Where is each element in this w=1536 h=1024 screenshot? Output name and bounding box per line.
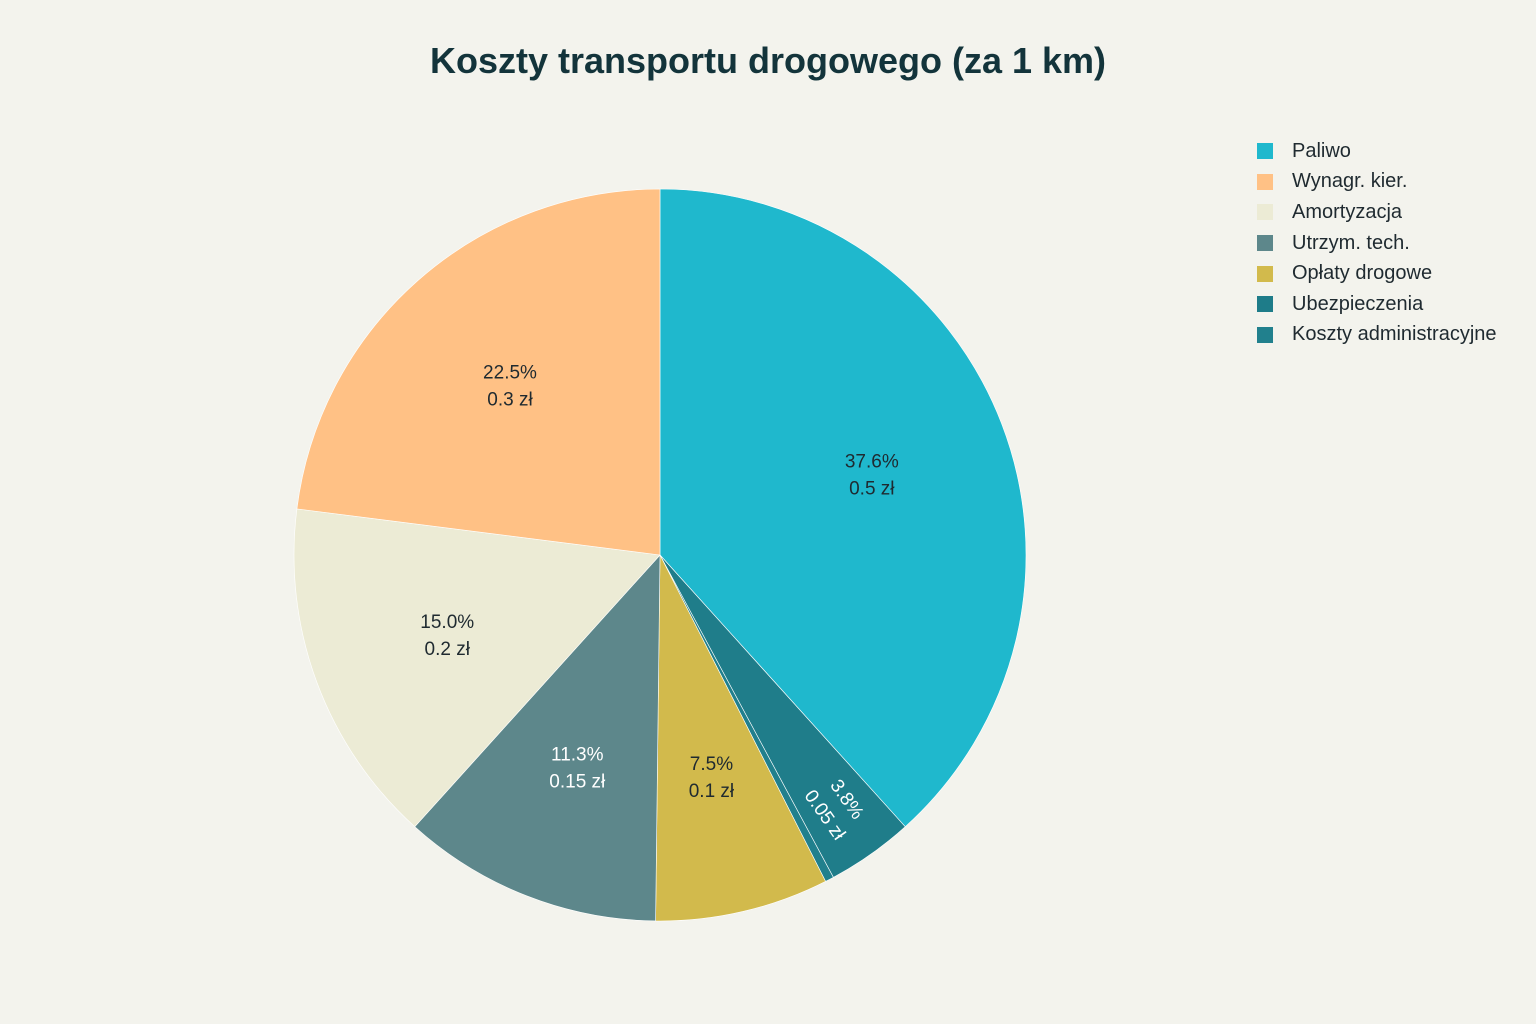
chart-legend: Paliwo Wynagr. kier. Amortyzacja Utrzym. te… bbox=[1257, 136, 1532, 350]
legend-swatch bbox=[1257, 265, 1273, 282]
slice-label-utrzym-tech-: 11.3% 0.15 zł bbox=[549, 744, 606, 792]
legend-label: Amortyzacja bbox=[1292, 200, 1403, 223]
slice-percent-label: 37.6% bbox=[845, 452, 899, 473]
slice-label-wynagr-kier-: 22.5% 0.3 zł bbox=[483, 363, 537, 411]
legend-label: Paliwo bbox=[1292, 139, 1351, 162]
slice-percent-label: 22.5% bbox=[483, 363, 537, 384]
legend-swatch bbox=[1257, 204, 1273, 221]
legend-label: Opłaty drogowe bbox=[1292, 262, 1433, 285]
slice-label-paliwo: 37.6% 0.5 zł bbox=[845, 452, 899, 500]
legend-swatch bbox=[1257, 235, 1273, 252]
slice-percent-label: 15.0% bbox=[420, 612, 474, 633]
pie-slice-wynagr-kier- bbox=[296, 188, 661, 556]
slice-value-label: 0.1 zł bbox=[689, 781, 735, 802]
pie-slice-utrzym-tech- bbox=[414, 554, 661, 922]
legend-swatch bbox=[1257, 143, 1273, 160]
legend-item[interactable]: Amortyzacja bbox=[1257, 197, 1532, 228]
legend-item[interactable]: Utrzym. tech. bbox=[1257, 228, 1532, 259]
pie-slice-paliwo bbox=[659, 188, 1027, 828]
legend-label: Koszty administracyjne bbox=[1292, 323, 1497, 346]
pie-slice-op-aty-drogowe bbox=[655, 554, 826, 922]
slice-value-label: 0.2 zł bbox=[425, 639, 471, 660]
chart-title: Koszty transportu drogowego (za 1 km) bbox=[429, 40, 1107, 81]
legend-item[interactable]: Opłaty drogowe bbox=[1257, 258, 1532, 289]
legend-item[interactable]: Ubezpieczenia bbox=[1257, 289, 1532, 320]
pie-slice-amortyzacja bbox=[293, 508, 661, 828]
legend-item[interactable]: Paliwo bbox=[1257, 136, 1532, 167]
legend-swatch bbox=[1257, 326, 1273, 343]
slice-value-label: 0.15 zł bbox=[549, 771, 606, 792]
legend-swatch bbox=[1257, 173, 1273, 190]
legend-swatch bbox=[1257, 296, 1273, 313]
slice-percent-label: 11.3% bbox=[551, 744, 604, 765]
legend-label: Ubezpieczenia bbox=[1292, 292, 1424, 315]
legend-item[interactable]: Koszty administracyjne bbox=[1257, 320, 1532, 351]
slice-percent-label: 7.5% bbox=[690, 754, 733, 775]
legend-label: Utrzym. tech. bbox=[1292, 231, 1410, 254]
slice-value-label: 0.3 zł bbox=[487, 390, 533, 411]
slice-value-label: 0.5 zł bbox=[849, 479, 895, 500]
slice-label-op-aty-drogowe: 7.5% 0.1 zł bbox=[689, 754, 735, 802]
pie-slices bbox=[293, 188, 1027, 922]
legend-label: Wynagr. kier. bbox=[1292, 170, 1408, 193]
legend-item[interactable]: Wynagr. kier. bbox=[1257, 167, 1532, 198]
slice-label-amortyzacja: 15.0% 0.2 zł bbox=[420, 612, 474, 660]
